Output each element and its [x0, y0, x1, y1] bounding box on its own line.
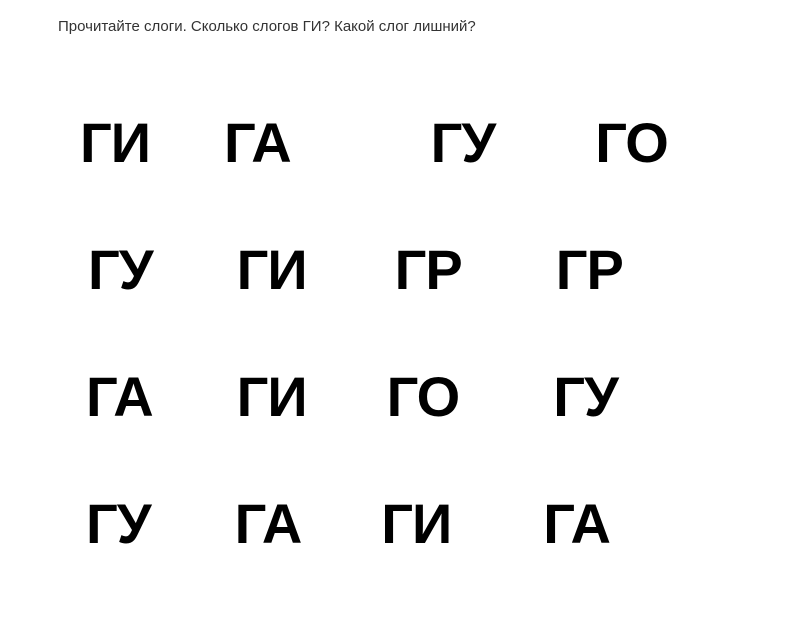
syllable-cell: ГА: [235, 491, 302, 556]
syllable-cell: ГА: [543, 491, 610, 556]
syllable-cell: ГУ: [431, 110, 496, 175]
syllable-grid: ГИ ГА ГУ ГО ГУ ГИ ГР ГР ГА ГИ ГО ГУ ГУ Г…: [80, 110, 740, 618]
grid-row: ГИ ГА ГУ ГО: [80, 110, 740, 175]
syllable-cell: ГО: [595, 110, 668, 175]
syllable-cell: ГИ: [381, 491, 451, 556]
syllable-cell: ГА: [86, 364, 153, 429]
instruction-text: Прочитайте слоги. Сколько слогов ГИ? Как…: [58, 18, 476, 35]
syllable-cell: ГО: [387, 364, 460, 429]
syllable-cell: ГУ: [88, 237, 153, 302]
syllable-cell: ГИ: [80, 110, 150, 175]
syllable-cell: ГУ: [553, 364, 618, 429]
grid-row: ГА ГИ ГО ГУ: [80, 364, 740, 429]
syllable-cell: ГИ: [237, 364, 307, 429]
syllable-cell: ГИ: [237, 237, 307, 302]
syllable-cell: ГА: [224, 110, 291, 175]
grid-row: ГУ ГИ ГР ГР: [80, 237, 740, 302]
syllable-cell: ГР: [556, 237, 623, 302]
syllable-cell: ГУ: [86, 491, 151, 556]
syllable-cell: ГР: [395, 237, 462, 302]
grid-row: ГУ ГА ГИ ГА: [80, 491, 740, 556]
